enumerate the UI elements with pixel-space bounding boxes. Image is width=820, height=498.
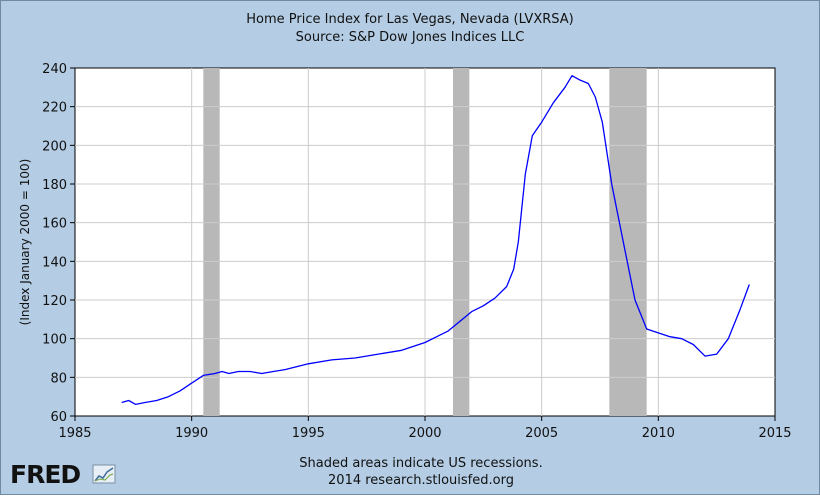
chart-subtitle: Source: S&P Dow Jones Indices LLC (296, 30, 525, 45)
series-lines (121, 75, 750, 406)
x-tick-label: 1985 (58, 426, 91, 441)
x-tick-label: 2005 (525, 426, 558, 441)
y-tick-label: 80 (50, 371, 67, 386)
series-line-lvxrsa (121, 75, 750, 406)
y-tick-label: 220 (42, 101, 67, 116)
y-tick-label: 180 (42, 178, 67, 193)
x-tick-label: 2000 (408, 426, 441, 441)
fred-logo-text: FRED (10, 460, 80, 489)
chart-title: Home Price Index for Las Vegas, Nevada (… (246, 12, 573, 27)
fred-logo[interactable]: FRED (10, 459, 120, 489)
y-tick-label: 120 (42, 294, 67, 309)
recession-bands (203, 68, 647, 416)
recession-band-1 (203, 68, 220, 416)
recession-band-2 (453, 68, 470, 416)
y-tick-label: 140 (42, 255, 67, 270)
x-tick-label: 2015 (758, 426, 791, 441)
x-tick-label: 1990 (175, 426, 208, 441)
x-tick-label: 2010 (642, 426, 675, 441)
footer-note: Shaded areas indicate US recessions. (299, 456, 542, 471)
x-tick-label: 1995 (292, 426, 325, 441)
recession-band-3 (609, 68, 647, 416)
fred-logo-chart-icon (92, 464, 116, 484)
y-tick-label: 100 (42, 333, 67, 348)
y-tick-label: 160 (42, 217, 67, 232)
y-tick-label: 60 (50, 410, 67, 425)
gridlines (75, 68, 775, 416)
y-tick-label: 200 (42, 139, 67, 154)
footer-credit: 2014 research.stlouisfed.org (328, 473, 514, 488)
y-tick-label: 240 (42, 62, 67, 77)
fred-logo-graphic: FRED (10, 460, 116, 489)
y-axis-label: (Index January 2000 = 100) (18, 159, 32, 326)
axes: 60 80 100 120 140 160 180 200 220 240 1985 1990 1995… (42, 62, 791, 441)
